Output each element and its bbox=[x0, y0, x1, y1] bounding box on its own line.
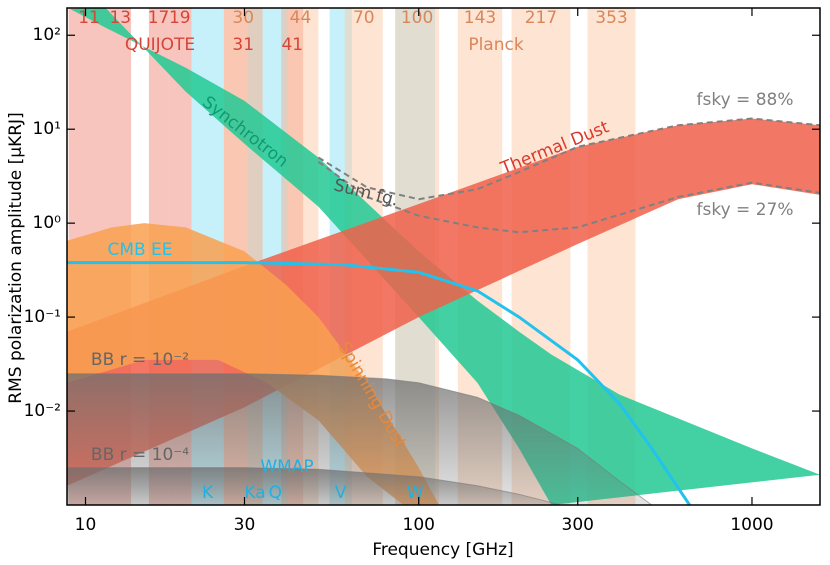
band-label: W bbox=[407, 483, 424, 503]
line-label: fsky = 88% bbox=[697, 90, 794, 110]
y-tick-label: 10² bbox=[33, 25, 61, 45]
series-label: BB r = 10⁻⁴ bbox=[91, 445, 189, 465]
dashed-line bbox=[317, 117, 820, 201]
series-label: BB r = 10⁻² bbox=[91, 350, 189, 370]
instrument-label: Planck bbox=[468, 35, 524, 55]
instrument-label: WMAP bbox=[260, 457, 313, 477]
area-edge bbox=[67, 373, 652, 505]
dashed-line bbox=[317, 160, 820, 234]
band-label: 17 bbox=[148, 8, 170, 28]
band-label: 11 bbox=[78, 8, 100, 28]
band-label: 19 bbox=[169, 8, 191, 28]
area-edge bbox=[67, 467, 563, 505]
band-label: 44 bbox=[290, 8, 312, 28]
band-label: Q bbox=[269, 483, 282, 503]
band-label: Ka bbox=[244, 483, 265, 503]
x-tick-label: 30 bbox=[234, 515, 256, 535]
band-label: 143 bbox=[464, 8, 496, 28]
series-label: CMB EE bbox=[107, 240, 172, 260]
band-label: 70 bbox=[353, 8, 375, 28]
plot-area bbox=[67, 8, 820, 505]
band-label: V bbox=[335, 483, 347, 503]
band-label: 100 bbox=[401, 8, 433, 28]
plot-frame bbox=[66, 7, 821, 506]
x-axis-label: Frequency [GHz] bbox=[372, 540, 513, 560]
y-tick-label: 10⁻¹ bbox=[24, 307, 61, 327]
instrument-label: QUIJOTE bbox=[125, 35, 195, 55]
band-area bbox=[70, 8, 820, 505]
line bbox=[67, 261, 691, 505]
y-axis-label: RMS polarization amplitude [μKRJ] bbox=[6, 112, 26, 403]
band-label: 41 bbox=[281, 35, 303, 55]
x-tick-label: 300 bbox=[562, 515, 594, 535]
line-label: fsky = 27% bbox=[697, 200, 794, 220]
y-tick-label: 10¹ bbox=[33, 119, 61, 139]
y-tick-label: 10⁻² bbox=[24, 401, 61, 421]
x-tick-label: 10 bbox=[75, 515, 97, 535]
band-label: 30 bbox=[232, 8, 254, 28]
x-tick-label: 1000 bbox=[730, 515, 773, 535]
band-label: 31 bbox=[232, 35, 254, 55]
band-label: 353 bbox=[595, 8, 627, 28]
band-label: 13 bbox=[109, 8, 131, 28]
x-tick-label: 100 bbox=[403, 515, 435, 535]
band-label: 217 bbox=[525, 8, 557, 28]
area-fill bbox=[67, 467, 561, 505]
band-label: K bbox=[202, 483, 214, 503]
y-tick-label: 10⁰ bbox=[33, 213, 62, 233]
